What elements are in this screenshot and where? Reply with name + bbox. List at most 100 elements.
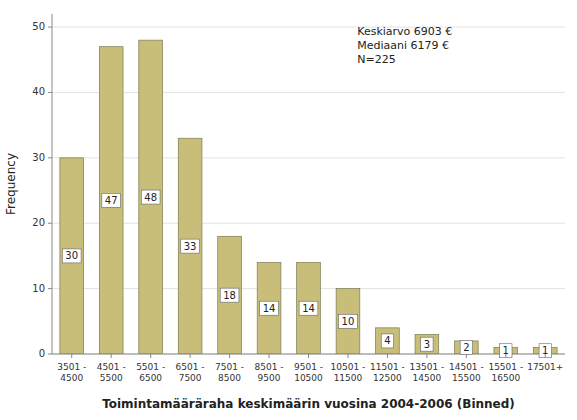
y-tick xyxy=(48,288,52,289)
bar xyxy=(99,47,123,354)
x-tick xyxy=(269,354,270,358)
x-tick-label: 17501+ xyxy=(527,362,563,372)
y-tick-label: 40 xyxy=(32,86,45,97)
y-tick-label: 20 xyxy=(32,217,45,228)
data-label: 14 xyxy=(260,301,279,315)
bar xyxy=(139,40,163,354)
x-tick xyxy=(111,354,112,358)
bar xyxy=(257,262,281,354)
data-label-text: 14 xyxy=(263,303,276,314)
data-label-box xyxy=(460,340,472,354)
x-tick-label: 4501 -5500 xyxy=(97,362,126,383)
x-tick-label: 5501 -6500 xyxy=(136,362,165,383)
data-label-box xyxy=(102,193,121,207)
x-tick-label: 10501 -11500 xyxy=(331,362,366,383)
data-label-box xyxy=(181,239,200,253)
data-labels: 30 47 48 33 18 14 14 10 4 3 2 1 1 xyxy=(62,190,551,358)
y-tick-label: 30 xyxy=(32,152,45,163)
y-tick-label: 50 xyxy=(32,21,45,32)
data-label-text: 10 xyxy=(342,316,355,327)
data-label-box xyxy=(141,190,160,204)
x-tick xyxy=(505,354,506,358)
x-tick-label: 3501 -4500 xyxy=(57,362,86,383)
y-tick xyxy=(48,27,52,28)
data-label-text: 3 xyxy=(424,339,430,350)
data-label-box xyxy=(220,288,239,302)
bar xyxy=(376,328,400,354)
data-label: 48 xyxy=(141,190,160,204)
y-tick-label: 0 xyxy=(39,348,45,359)
grid-line xyxy=(52,92,565,93)
y-tick-label: 10 xyxy=(32,283,45,294)
plot-area: 0 10 20 30 40 50 xyxy=(32,14,565,359)
data-label: 10 xyxy=(339,314,358,328)
x-tick xyxy=(545,354,546,358)
data-label: 47 xyxy=(102,193,121,207)
bar xyxy=(415,334,439,354)
data-label-box xyxy=(299,301,318,315)
bar xyxy=(336,289,360,354)
data-label-box xyxy=(339,314,358,328)
y-tick xyxy=(48,92,52,93)
data-label: 1 xyxy=(500,344,512,358)
data-label: 30 xyxy=(62,249,81,263)
bar xyxy=(455,341,479,354)
x-tick-label: 6501 -7500 xyxy=(176,362,205,383)
grid-line xyxy=(52,27,565,28)
x-tick xyxy=(347,354,348,358)
data-label: 2 xyxy=(460,340,472,354)
x-tick xyxy=(190,354,191,358)
chart-svg: 0 10 20 30 40 50 30 47 48 33 18 14 14 10 4 3 2 1 1 3501 -45… xyxy=(0,0,577,420)
x-tick xyxy=(426,354,427,358)
x-tick xyxy=(466,354,467,358)
data-label-box xyxy=(539,344,551,358)
y-tick xyxy=(48,157,52,158)
data-label: 3 xyxy=(421,337,433,351)
x-tick-label: 15501 -16500 xyxy=(488,362,523,383)
y-tick xyxy=(48,223,52,224)
x-tick-label: 13501 -14500 xyxy=(410,362,445,383)
x-tick-label: 11501 -12500 xyxy=(370,362,405,383)
data-label-text: 48 xyxy=(144,192,157,203)
data-label: 33 xyxy=(181,239,200,253)
y-axis-line xyxy=(52,14,53,354)
data-label-text: 4 xyxy=(384,335,390,346)
x-tick xyxy=(387,354,388,358)
data-label-box xyxy=(62,249,81,263)
x-axis-title: Toimintamääräraha keskimäärin vuosina 20… xyxy=(102,397,515,411)
data-label-text: 30 xyxy=(65,250,78,261)
grid-line xyxy=(52,157,565,158)
grid-line xyxy=(52,223,565,224)
data-label: 14 xyxy=(299,301,318,315)
x-tick-label: 9501 -10500 xyxy=(294,362,323,383)
bar xyxy=(60,158,84,354)
y-axis-title: Frequency xyxy=(4,153,18,215)
bar xyxy=(178,138,202,354)
annotation: Keskiarvo 6903 €Mediaani 6179 €N=225 xyxy=(357,25,452,66)
data-label-box xyxy=(421,337,433,351)
data-label-box xyxy=(260,301,279,315)
data-label-text: 18 xyxy=(223,290,236,301)
y-tick xyxy=(48,354,52,355)
data-label-text: 33 xyxy=(184,241,197,252)
data-label: 18 xyxy=(220,288,239,302)
x-tick xyxy=(308,354,309,358)
bar xyxy=(297,262,321,354)
x-tick xyxy=(150,354,151,358)
x-tick xyxy=(229,354,230,358)
data-label-text: 14 xyxy=(302,303,315,314)
y-grid xyxy=(52,27,565,354)
data-label-box xyxy=(500,344,512,358)
data-label-text: 47 xyxy=(105,195,118,206)
data-label: 4 xyxy=(381,334,393,348)
x-tick-label: 8501 -9500 xyxy=(255,362,284,383)
x-tick-label: 7501 -8500 xyxy=(215,362,244,383)
data-label-box xyxy=(381,334,393,348)
bars xyxy=(60,40,557,354)
x-tick xyxy=(71,354,72,358)
x-tick-label: 14501 -15500 xyxy=(449,362,484,383)
data-label: 1 xyxy=(539,344,551,358)
data-label-text: 2 xyxy=(463,342,469,353)
bar xyxy=(218,236,242,354)
chart-container: 0 10 20 30 40 50 30 47 48 33 18 14 14 10 4 3 2 1 1 3501 -45… xyxy=(0,0,577,420)
